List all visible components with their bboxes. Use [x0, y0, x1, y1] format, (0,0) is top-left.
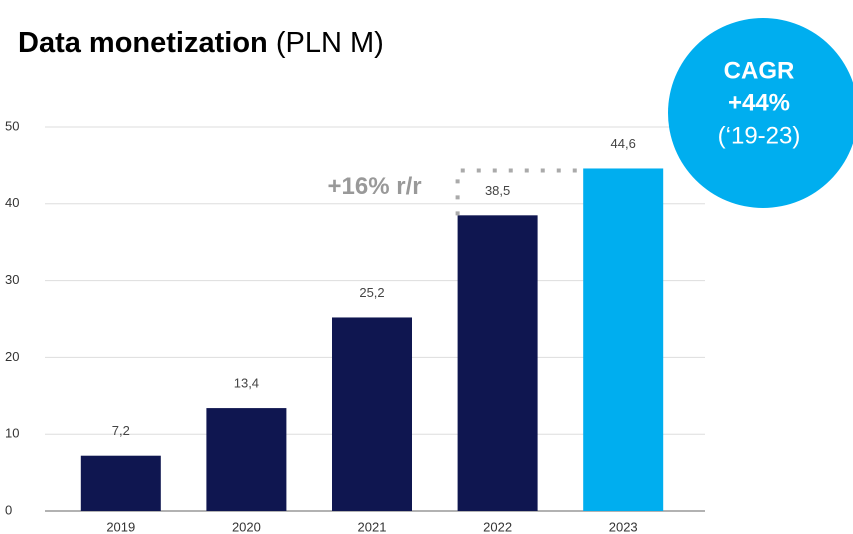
y-tick-label: 30 [5, 272, 19, 287]
badge-text: (‘19-23) [718, 122, 801, 149]
x-tick-label: 2023 [609, 519, 638, 534]
value-label: 25,2 [359, 285, 384, 300]
value-label: 38,5 [485, 183, 510, 198]
bar [457, 215, 538, 511]
badge-text: +44% [728, 89, 790, 116]
value-label: 13,4 [234, 376, 259, 391]
y-tick-label: 40 [5, 195, 19, 210]
x-tick-label: 2019 [106, 519, 135, 534]
cagr-badge [668, 18, 853, 208]
bar [583, 168, 664, 512]
x-tick-label: 2022 [483, 519, 512, 534]
bar [332, 317, 412, 511]
x-tick-label: 2021 [358, 519, 387, 534]
badge-text: CAGR [724, 57, 795, 84]
y-tick-label: 0 [5, 502, 12, 517]
y-tick-label: 50 [5, 118, 19, 133]
x-tick-label: 2020 [232, 519, 261, 534]
y-tick-label: 10 [5, 426, 19, 441]
y-tick-label: 20 [5, 349, 19, 364]
value-label: 7,2 [112, 423, 130, 438]
chart-title-group: Data monetization (PLN M) [18, 27, 384, 59]
chart-unit: (PLN M) [276, 27, 384, 59]
growth-bracket [455, 168, 584, 216]
chart-title: Data monetization [18, 27, 268, 59]
value-label: 44,6 [611, 136, 636, 151]
growth-annotation: +16% r/r [328, 173, 422, 200]
bar [80, 455, 161, 511]
bar [206, 408, 287, 511]
